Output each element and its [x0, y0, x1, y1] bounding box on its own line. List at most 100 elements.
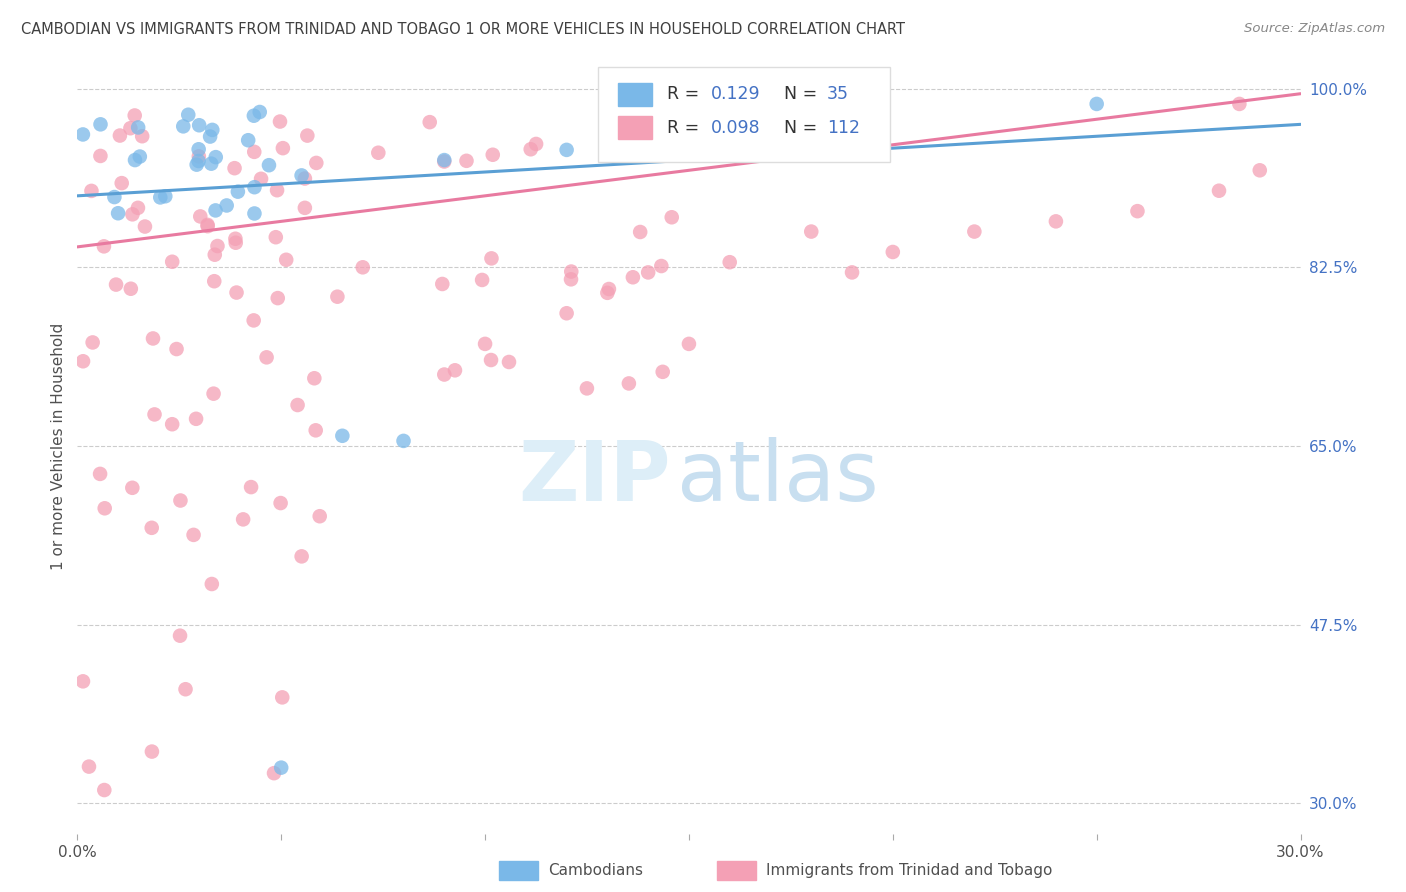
Point [1126, 204, 1149, 219]
Point [287, 398, 309, 412]
Text: Source: ZipAtlas.com: Source: ZipAtlas.com [1244, 22, 1385, 36]
Point [433, 153, 456, 167]
Point [560, 264, 582, 278]
Point [197, 219, 219, 234]
Point [249, 105, 271, 120]
Text: N =: N = [785, 86, 823, 103]
Point [131, 129, 153, 144]
Point [225, 235, 247, 250]
Point [141, 745, 163, 759]
Point [204, 248, 226, 262]
Point [187, 149, 209, 163]
Point [174, 682, 197, 697]
Point [498, 355, 520, 369]
Text: 35: 35 [827, 86, 849, 103]
Point [1229, 97, 1251, 112]
Point [1045, 214, 1067, 228]
Point [263, 766, 285, 780]
Point [226, 185, 249, 199]
Point [111, 176, 134, 190]
Text: Immigrants from Trinidad and Tobago: Immigrants from Trinidad and Tobago [766, 863, 1053, 878]
Point [598, 282, 620, 296]
Point [250, 171, 273, 186]
Point [264, 230, 287, 244]
Point [560, 272, 582, 286]
Point [524, 136, 547, 151]
Point [256, 351, 278, 365]
Point [200, 156, 222, 170]
Point [267, 291, 290, 305]
Point [519, 142, 541, 156]
Point [169, 493, 191, 508]
Point [432, 277, 454, 291]
Point [142, 331, 165, 345]
Point [628, 225, 651, 239]
Point [304, 371, 326, 385]
Point [596, 285, 619, 300]
Text: Cambodians: Cambodians [548, 863, 644, 878]
Point [72, 128, 94, 142]
Point [276, 252, 298, 267]
Point [184, 412, 207, 426]
Point [1085, 97, 1108, 112]
Point [481, 252, 503, 266]
Point [93, 783, 115, 797]
Point [673, 135, 696, 149]
Y-axis label: 1 or more Vehicles in Household: 1 or more Vehicles in Household [51, 322, 66, 570]
Point [1208, 184, 1230, 198]
Point [575, 381, 598, 395]
Point [678, 337, 700, 351]
Point [93, 501, 115, 516]
Text: ZIP: ZIP [517, 436, 671, 517]
Point [352, 260, 374, 275]
Point [188, 118, 211, 132]
Point [1249, 163, 1271, 178]
Point [89, 467, 111, 481]
Point [160, 254, 183, 268]
Point [232, 512, 254, 526]
Point [257, 158, 280, 172]
Point [103, 190, 125, 204]
Point [160, 417, 183, 432]
Point [224, 232, 246, 246]
Point [621, 270, 644, 285]
Point [127, 201, 149, 215]
Point [419, 115, 441, 129]
Text: N =: N = [785, 119, 823, 136]
Point [127, 120, 149, 135]
Point [294, 171, 316, 186]
Point [143, 408, 166, 422]
Point [224, 161, 246, 176]
Point [294, 201, 316, 215]
Point [82, 335, 104, 350]
Point [121, 481, 143, 495]
Point [269, 114, 291, 128]
Point [651, 365, 673, 379]
Point [650, 259, 672, 273]
Point [367, 145, 389, 160]
Point [188, 210, 211, 224]
Point [177, 108, 200, 122]
Point [186, 158, 208, 172]
Point [93, 239, 115, 253]
Point [72, 674, 94, 689]
Point [197, 218, 219, 232]
Point [291, 549, 314, 564]
Point [124, 153, 146, 167]
Point [183, 528, 205, 542]
Point [271, 141, 294, 155]
Point [187, 142, 209, 156]
Point [308, 509, 330, 524]
Point [243, 180, 266, 194]
Point [225, 285, 247, 300]
Point [149, 190, 172, 204]
Point [433, 368, 456, 382]
Point [204, 150, 226, 164]
Point [392, 434, 415, 448]
Point [166, 342, 188, 356]
Point [240, 480, 263, 494]
Point [841, 265, 863, 279]
Point [207, 239, 229, 253]
Point [72, 354, 94, 368]
Text: atlas: atlas [676, 436, 879, 517]
